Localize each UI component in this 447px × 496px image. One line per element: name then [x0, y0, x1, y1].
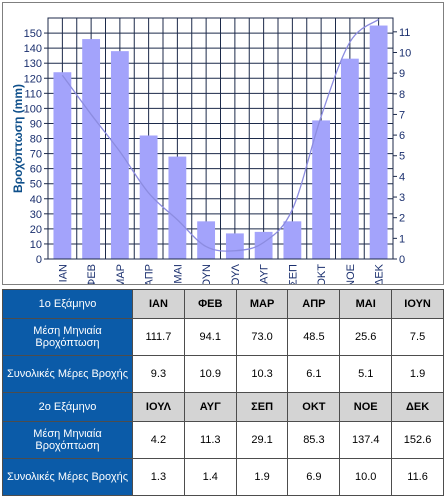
bar — [110, 51, 129, 260]
y2-tick-label: 5 — [399, 151, 405, 163]
x-tick-label: ΣΕΠ — [287, 264, 299, 284]
table-cell: 25.6 — [339, 318, 393, 356]
bar — [283, 221, 302, 259]
y2-tick-label: 3 — [399, 192, 405, 204]
row-label: 1ο Εξάμηνο — [2, 289, 133, 319]
table-header-row: 2ο Εξάμηνο ΙΟΥΛ ΑΥΓ ΣΕΠ ΟΚΤ ΝΟΕ ΔΕΚ — [2, 392, 444, 422]
x-tick-label: ΝΟΕ — [345, 264, 357, 284]
y2-tick-label: 6 — [399, 130, 405, 142]
table-cell: 6.1 — [287, 355, 341, 393]
month-header-cell: ΙΑΝ — [132, 289, 185, 319]
x-tick-label: ΜΑΙ — [172, 264, 184, 284]
x-tick-label: ΜΑΡ — [115, 264, 127, 284]
month-header-cell: ΝΟΕ — [339, 392, 393, 422]
month-header-cell: ΙΟΥΝ — [391, 289, 444, 319]
y-tick-label: 80 — [30, 134, 42, 146]
y2-tick-label: 11 — [399, 27, 410, 39]
y-tick-label: 150 — [24, 28, 42, 40]
month-header-cell: ΦΕΒ — [183, 289, 237, 319]
table-cell: 1.9 — [391, 355, 444, 393]
rainfall-table: 1ο Εξάμηνο ΙΑΝ ΦΕΒ ΜΑΡ ΑΠΡ ΜΑΙ ΙΟΥΝ Μέση Μηνιαί… — [2, 289, 444, 496]
table-cell: 85.3 — [287, 421, 341, 459]
table-header-row: 1ο Εξάμηνο ΙΑΝ ΦΕΒ ΜΑΡ ΑΠΡ ΜΑΙ ΙΟΥΝ — [2, 289, 444, 319]
y-tick-label: 50 — [30, 179, 42, 191]
table-cell: 29.1 — [235, 421, 289, 459]
y-tick-label: 100 — [24, 103, 42, 115]
y-tick-label: 20 — [30, 224, 42, 236]
chart-panel: 0 10 20 30 40 50 60 70 80 90 100 110 120 130 140 150 0 1 2… — [2, 2, 444, 285]
x-tick-label: ΑΥΓ — [259, 264, 271, 284]
bar — [340, 58, 359, 260]
table-cell: 5.1 — [339, 355, 393, 393]
table-row: Συνολικές Μέρες Βροχής 9.3 10.9 10.3 6.1 5.1 1… — [2, 355, 444, 393]
month-header-cell: ΔΕΚ — [391, 392, 444, 422]
y-axis-title: Βροχόπτωση (mm) — [11, 84, 25, 193]
y-tick-label: 0 — [36, 254, 42, 266]
y-tick-label: 110 — [24, 88, 42, 100]
bar — [369, 25, 388, 259]
table-row: Μέση Μηνιαία Βροχόπτωση 111.7 94.1 73.0 48.5… — [2, 318, 444, 356]
bar — [197, 221, 216, 259]
table-cell: 10.3 — [235, 355, 289, 393]
y2-tick-label: 2 — [399, 213, 405, 225]
table-cell: 137.4 — [339, 421, 393, 459]
x-tick-label: ΑΠΡ — [144, 264, 156, 284]
y2-tick-label: 1 — [399, 233, 405, 245]
table-cell: 94.1 — [183, 318, 237, 356]
y2-tick-label: 10 — [399, 47, 411, 59]
y-tick-label: 130 — [24, 58, 42, 70]
table-cell: 152.6 — [391, 421, 444, 459]
y-tick-label: 70 — [30, 149, 42, 161]
x-tick-label: ΙΟΥΛ — [230, 263, 242, 284]
bar — [139, 135, 158, 259]
table-cell: 48.5 — [287, 318, 341, 356]
month-header-cell: ΜΑΙ — [339, 289, 393, 319]
row-label: Συνολικές Μέρες Βροχής — [2, 355, 133, 393]
month-header-cell: ΜΑΡ — [235, 289, 289, 319]
bar — [168, 156, 187, 259]
y2-tick-label: 0 — [399, 254, 405, 266]
y-tick-label: 10 — [30, 239, 42, 251]
y-tick-label: 140 — [24, 43, 42, 55]
table-cell: 7.5 — [391, 318, 444, 356]
row-label: Μέση Μηνιαία Βροχόπτωση — [2, 318, 133, 356]
month-header-cell: ΑΥΓ — [183, 392, 237, 422]
table-cell: 11.3 — [183, 421, 237, 459]
y-tick-label: 60 — [30, 164, 42, 176]
x-tick-label: ΙΟΥΝ — [201, 264, 213, 284]
table-cell: 9.3 — [132, 355, 185, 393]
y2-tick-label: 7 — [399, 109, 405, 121]
table-row: Μέση Μηνιαία Βροχόπτωση 4.2 11.3 29.1 85.3 13… — [2, 421, 444, 459]
rainfall-chart: 0 10 20 30 40 50 60 70 80 90 100 110 120 130 140 150 0 1 2… — [11, 17, 411, 284]
month-header-cell: ΟΚΤ — [287, 392, 341, 422]
bar — [312, 120, 331, 259]
month-header-cell: ΑΠΡ — [287, 289, 341, 319]
table-cell: 11.6 — [391, 458, 444, 496]
row-label: 2ο Εξάμηνο — [2, 392, 133, 422]
y-tick-label: 30 — [30, 209, 42, 221]
row-label: Μέση Μηνιαία Βροχόπτωση — [2, 421, 133, 459]
y-tick-label: 120 — [24, 73, 42, 85]
y-tick-label: 40 — [30, 194, 42, 206]
x-tick-label: ΦΕΒ — [86, 264, 98, 284]
y-tick-label: 90 — [30, 118, 42, 130]
table-cell: 111.7 — [132, 318, 185, 356]
x-tick-label: ΟΚΤ — [316, 264, 328, 284]
y2-tick-label: 8 — [399, 89, 405, 101]
bar — [53, 72, 72, 259]
month-header-cell: ΙΟΥΛ — [132, 392, 185, 422]
table-cell: 73.0 — [235, 318, 289, 356]
y2-tick-label: 4 — [399, 171, 405, 183]
bar — [82, 39, 101, 260]
x-tick-label: ΙΑΝ — [57, 264, 69, 282]
month-header-cell: ΣΕΠ — [235, 392, 289, 422]
bar — [225, 233, 244, 259]
rain-days-line — [61, 18, 380, 252]
x-tick-label: ΔΕΚ — [374, 263, 386, 284]
table-cell: 10.9 — [183, 355, 237, 393]
y2-tick-label: 9 — [399, 68, 405, 80]
table-cell: 4.2 — [132, 421, 185, 459]
